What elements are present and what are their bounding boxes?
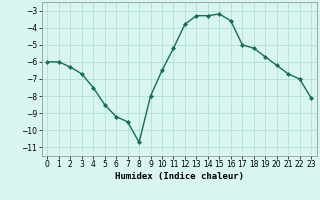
X-axis label: Humidex (Indice chaleur): Humidex (Indice chaleur) — [115, 172, 244, 181]
